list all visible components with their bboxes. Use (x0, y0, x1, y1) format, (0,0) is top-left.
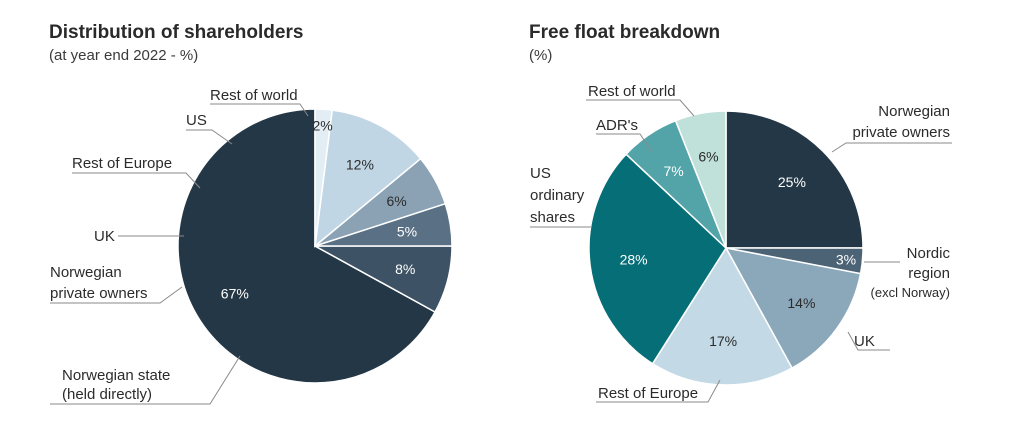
label-norwegian-private-line1: Norwegian (50, 264, 122, 281)
label-norwegian-private-r-line2: private owners (852, 124, 950, 141)
label-us-line2: ordinary (530, 187, 585, 204)
leader-line-rest-of-world-r (586, 99, 695, 117)
label-us: US (186, 112, 207, 129)
label-us-line1: US (530, 165, 551, 182)
left-slice-norwegian-state-held-directly (177, 108, 437, 384)
label-rest-of-world: Rest of world (210, 87, 298, 104)
left-slice-us (314, 109, 422, 248)
label-nordic-line3: (excl Norway) (871, 285, 950, 300)
left-category-labels: Rest of world US Rest of Europe UK Norwe… (50, 87, 298, 403)
left-value-label-norwegian-private-owners: 8% (395, 261, 415, 277)
left-chart-subtitle: (at year end 2022 - %) (49, 47, 199, 64)
leader-line-norwegian-state (50, 355, 241, 405)
right-slice-norwegian-private-owners (725, 110, 864, 249)
label-norwegian-private-r-line1: Norwegian (878, 103, 950, 120)
right-value-label-us-ordinary-shares: 28% (620, 252, 648, 268)
right-value-label-nordic-region-excl-norway: 3% (836, 251, 856, 267)
leader-line-adrs (596, 133, 653, 153)
right-slice-rest-of-world (674, 110, 727, 249)
left-value-label-norwegian-state-held-directly: 67% (221, 285, 249, 301)
label-uk: UK (94, 228, 115, 245)
leader-line-norwegian-private-r (831, 142, 952, 153)
label-norwegian-state-line2: (held directly) (62, 386, 152, 403)
left-slice-rest-of-world (314, 108, 334, 247)
leader-line-us (186, 129, 233, 145)
label-adrs: ADR's (596, 117, 638, 134)
right-category-labels: Rest of world ADR's US ordinary shares N… (530, 83, 950, 402)
right-value-label-rest-of-europe: 17% (709, 333, 737, 349)
label-nordic-line1: Nordic (907, 245, 951, 262)
label-norwegian-state-line1: Norwegian state (62, 367, 170, 384)
right-chart-title: Free float breakdown (529, 22, 721, 43)
right-slice-rest-of-europe (651, 246, 794, 386)
leader-line-uk-r (847, 331, 890, 351)
label-norwegian-private-line2: private owners (50, 285, 148, 302)
left-pie-chart: 67% 8% 5% 6% 12% 2% (177, 108, 453, 384)
left-value-label-us: 12% (346, 156, 374, 172)
left-value-label-rest-of-europe: 6% (386, 193, 406, 209)
label-rest-of-europe-r: Rest of Europe (598, 385, 698, 402)
label-uk-r: UK (854, 333, 875, 350)
left-value-label-rest-of-world: 2% (312, 118, 332, 134)
right-value-label-adr-s: 7% (663, 163, 683, 179)
leader-line-norwegian-private (50, 286, 183, 304)
label-nordic-line2: region (908, 265, 950, 282)
left-leader-lines (50, 103, 309, 405)
right-value-label-rest-of-world: 6% (698, 149, 718, 165)
label-us-line3: shares (530, 209, 575, 226)
left-chart-title: Distribution of shareholders (49, 22, 304, 43)
right-value-label-uk: 14% (787, 295, 815, 311)
right-slice-us-ordinary-shares (588, 153, 727, 365)
right-chart-subtitle: (%) (529, 47, 553, 64)
left-value-label-uk: 5% (397, 223, 417, 239)
right-slice-uk (724, 246, 862, 370)
label-rest-of-world-r: Rest of world (588, 83, 676, 100)
label-rest-of-europe: Rest of Europe (72, 155, 172, 172)
leader-line-rest-of-europe-r (596, 379, 721, 403)
right-pie-chart: 25% 3% 14% 17% 28% 7% 6% (588, 110, 864, 386)
right-value-label-norwegian-private-owners: 25% (778, 174, 806, 190)
right-leader-lines (530, 99, 952, 403)
leader-line-rest-of-europe (72, 172, 201, 189)
leader-line-rest-of-world (210, 103, 309, 117)
